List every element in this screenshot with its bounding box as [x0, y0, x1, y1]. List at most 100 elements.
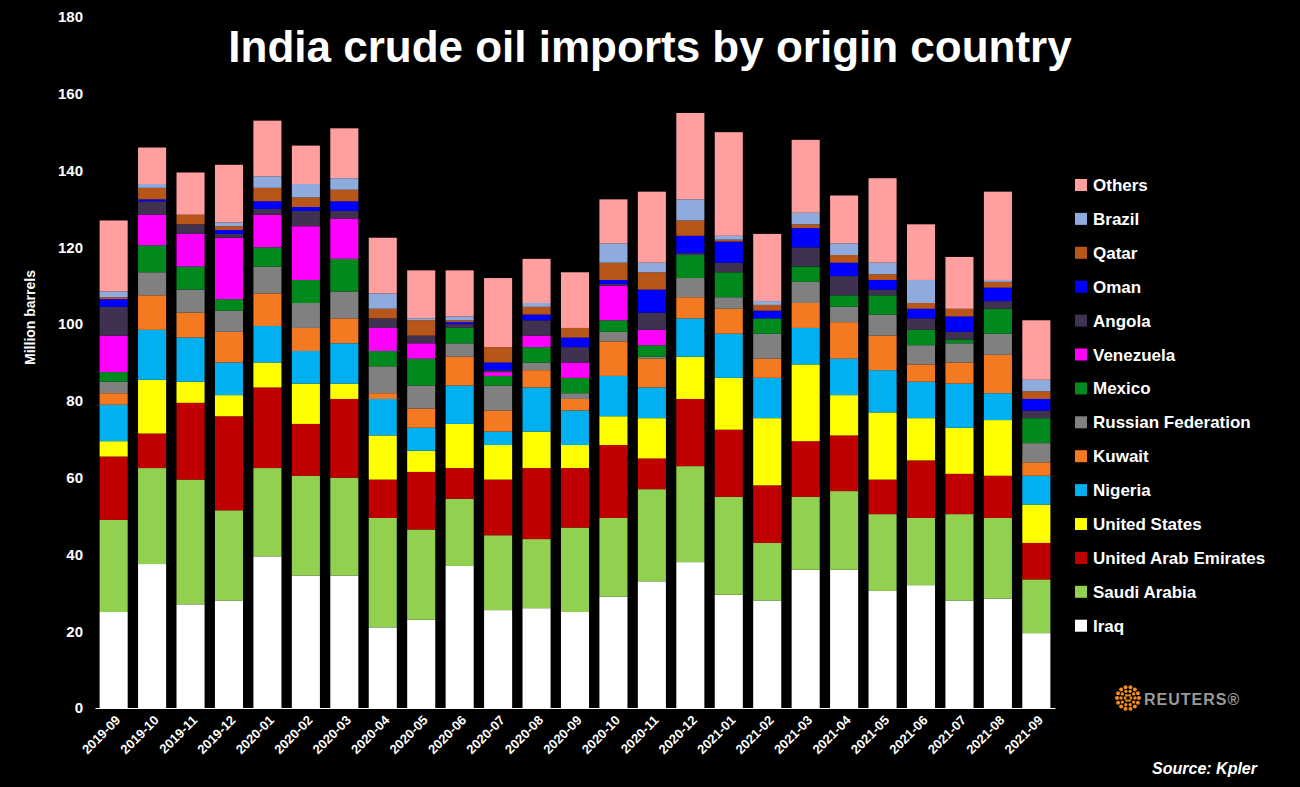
bar-segment [138, 148, 166, 184]
x-tick-label: 2020-08 [502, 713, 546, 757]
bar-segment [753, 311, 781, 319]
x-tick: 2021-03 [771, 708, 815, 757]
bar-segment [138, 272, 166, 295]
y-tick: 40 [66, 546, 95, 563]
bar-segment [215, 601, 243, 708]
bar-segment [330, 343, 358, 383]
bar-segment [907, 318, 935, 330]
bar-segment [1022, 579, 1050, 633]
bar-segment [215, 311, 243, 332]
bar-segment [753, 234, 781, 301]
bar-segment [177, 403, 205, 480]
y-axis-line [95, 18, 96, 709]
bar-segment [100, 382, 128, 394]
bar-segment [984, 192, 1012, 280]
bar-segment [907, 309, 935, 319]
legend-label: Nigeria [1093, 481, 1151, 500]
bar-segment [100, 291, 128, 297]
bar-segment [792, 282, 820, 303]
x-tick: 2020-05 [386, 708, 430, 757]
legend-item: Others [1075, 176, 1148, 195]
x-tick-label: 2020-01 [233, 713, 277, 757]
bar-segment [984, 282, 1012, 288]
legend-item: Nigeria [1075, 481, 1151, 500]
bar-segment [100, 297, 128, 299]
bar-segment [100, 372, 128, 382]
bar-segment [407, 529, 435, 619]
bar-segment [869, 370, 897, 412]
bar-segment [599, 597, 627, 708]
bar-segment [830, 359, 858, 395]
logo-dot [1124, 697, 1127, 700]
bar-segment [715, 334, 743, 378]
bar-segment [177, 224, 205, 234]
y-tick: 180 [58, 8, 95, 25]
logo-dot [1133, 696, 1136, 699]
bar-segment [1022, 418, 1050, 443]
bar-segment [215, 226, 243, 230]
bar-segment [253, 267, 281, 294]
x-tick: 2020-12 [656, 708, 700, 757]
logo-dot [1115, 696, 1119, 700]
bar-segment [1022, 380, 1050, 392]
x-tick: 2020-04 [348, 708, 393, 757]
bar-segment [830, 295, 858, 307]
bar-segment [869, 591, 897, 708]
bar-segment [907, 460, 935, 518]
bar-segment [715, 378, 743, 430]
bar-segment [369, 238, 397, 294]
bar-segment [676, 357, 704, 399]
bar-segment [792, 441, 820, 497]
bar-segment [484, 347, 512, 362]
bar-segment [138, 380, 166, 434]
bar-segment [676, 318, 704, 356]
bar-segment [561, 378, 589, 393]
bar-segment [830, 263, 858, 276]
bar-segment [177, 604, 205, 708]
bar-segment [523, 307, 551, 315]
bar-segment [523, 336, 551, 348]
y-tick: 80 [66, 392, 95, 409]
legend-item: Kuwait [1075, 447, 1149, 466]
bar-segment [561, 445, 589, 468]
bar-segment [177, 267, 205, 290]
bar-segment [292, 328, 320, 351]
bar-segment [292, 146, 320, 184]
legend-label: Venezuela [1093, 346, 1176, 365]
bar-segment [599, 280, 627, 284]
bar-segment [484, 370, 512, 372]
bar-segment [945, 363, 973, 384]
series-bars [100, 357, 1051, 543]
bar-segment [830, 307, 858, 322]
bar-segment [907, 518, 935, 585]
legend-swatch [1075, 484, 1087, 496]
x-tick-label: 2020-10 [579, 713, 623, 757]
legend-label: Iraq [1093, 617, 1124, 636]
logo-dot [1125, 694, 1128, 697]
bar-segment [1022, 476, 1050, 505]
bar-segment [676, 236, 704, 253]
logo-dot [1132, 700, 1135, 703]
bar-segment [715, 132, 743, 236]
legend-label: Qatar [1093, 244, 1138, 263]
bar-segment [446, 316, 474, 320]
bar-segment [100, 520, 128, 612]
bar-segment [369, 435, 397, 479]
bar-segment [484, 535, 512, 610]
background [0, 0, 1300, 787]
legend-swatch [1075, 518, 1087, 530]
bar-segment [523, 432, 551, 468]
bar-segment [484, 410, 512, 431]
x-tick: 2021-05 [848, 708, 892, 757]
bar-segment [676, 278, 704, 297]
logo-dot [1128, 690, 1131, 693]
logo-dot [1124, 690, 1127, 693]
bar-segment [1022, 443, 1050, 462]
logo-dot [1137, 696, 1141, 700]
bar-segment [638, 458, 666, 489]
bar-segment [984, 420, 1012, 476]
bar-segment [100, 612, 128, 708]
y-tick: 100 [58, 315, 95, 332]
legend-label: Russian Federation [1093, 413, 1251, 432]
legend-label: Kuwait [1093, 447, 1149, 466]
